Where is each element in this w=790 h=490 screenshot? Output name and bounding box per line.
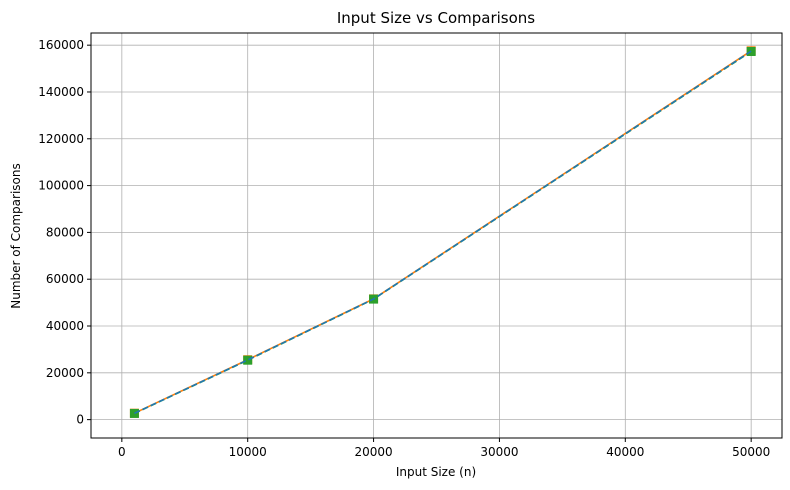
y-tick-label: 60000 <box>46 272 84 286</box>
plot-frame <box>90 32 783 439</box>
ticks: 0 10000 20000 30000 40000 50000 0 20000 40000 600… <box>38 38 770 459</box>
x-tick-label: 40000 <box>606 445 644 459</box>
y-tick-label: 100000 <box>38 179 84 193</box>
y-tick-label: 0 <box>76 413 84 427</box>
data-point <box>243 355 253 365</box>
series-line <box>134 50 752 414</box>
x-tick-label: 0 <box>118 445 126 459</box>
data-point <box>129 408 139 418</box>
y-tick-label: 20000 <box>46 366 84 380</box>
y-tick-label: 160000 <box>38 38 84 52</box>
series-3 <box>134 50 752 415</box>
x-tick-label: 30000 <box>480 445 518 459</box>
x-axis-label: Input Size (n) <box>396 465 476 479</box>
y-tick-label: 80000 <box>46 225 84 239</box>
grid <box>91 33 782 438</box>
x-tick-label: 20000 <box>354 445 392 459</box>
y-tick-label: 120000 <box>38 132 84 146</box>
series-line <box>134 50 752 415</box>
y-tick-label: 140000 <box>38 85 84 99</box>
y-tick-label: 40000 <box>46 319 84 333</box>
x-tick-label: 10000 <box>229 445 267 459</box>
y-axis-label: Number of Comparisons <box>9 163 23 309</box>
series-1 <box>129 46 756 418</box>
series-layer <box>129 46 756 418</box>
chart-title: Input Size vs Comparisons <box>337 9 535 27</box>
x-tick-label: 50000 <box>732 445 770 459</box>
